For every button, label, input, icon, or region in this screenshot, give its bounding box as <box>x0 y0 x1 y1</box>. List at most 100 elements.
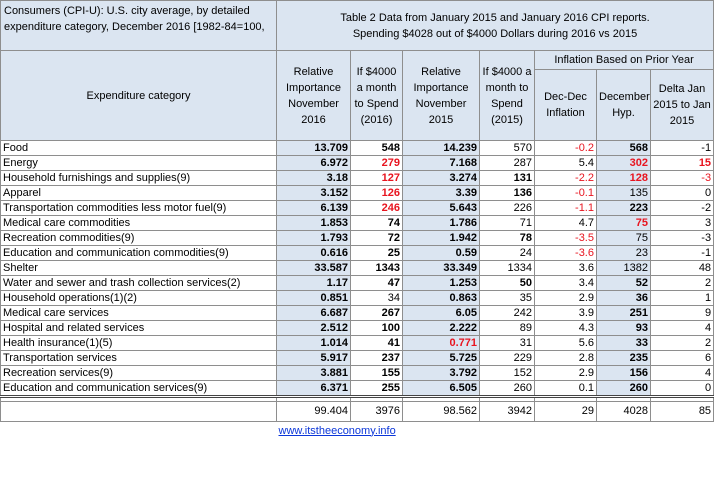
cell-hyp: 251 <box>596 305 651 321</box>
cell-delta: 9 <box>649 305 714 321</box>
cell-ri16: 3.18 <box>276 170 351 186</box>
cell-hyp: 93 <box>596 320 651 336</box>
cell-ri15: 3.39 <box>402 185 480 201</box>
cell-s16: 47 <box>350 275 403 291</box>
table-row: Food 13.709 548 14.239 570 -0.2 568 -1 <box>0 140 714 156</box>
cell-delta: -1 <box>649 245 714 261</box>
cell-s15: 31 <box>479 335 535 351</box>
cell-delta: 3 <box>649 215 714 231</box>
cell-hyp: 23 <box>596 245 651 261</box>
table-title-line2: Spending $4028 out of $4000 Dollars duri… <box>352 27 638 40</box>
cell-s15: 229 <box>479 350 535 366</box>
cell-infl: 4.3 <box>534 320 597 336</box>
cell-s16: 127 <box>350 170 403 186</box>
table-row: Recreation commodities(9) 1.793 72 1.942 78-… <box>0 230 714 246</box>
cell-s15: 131 <box>479 170 535 186</box>
cell-ri16: 6.371 <box>276 380 351 397</box>
cpi-table: Consumers (CPI-U): U.S. city average, by… <box>0 0 714 440</box>
cell-hyp: 128 <box>596 170 651 186</box>
cell-ri15: 6.05 <box>402 305 480 321</box>
cell-hyp: 36 <box>596 290 651 306</box>
cell-delta: -3 <box>649 170 714 186</box>
header-spend-2015: If $4000 a month to Spend (2015) <box>479 50 535 141</box>
cell-s16: 41 <box>350 335 403 351</box>
cell-ri15: 1.253 <box>402 275 480 291</box>
cell-ri16: 33.587 <box>276 260 351 276</box>
cell-ri16: 1.17 <box>276 275 351 291</box>
header-relative-importance-2016: Relative Importance November 2016 <box>276 50 351 141</box>
row-category: Recreation services(9) <box>0 365 277 381</box>
cell-ri15: 0.59 <box>402 245 480 261</box>
cell-ri16: 2.512 <box>276 320 351 336</box>
total-s16: 3976 <box>350 401 403 422</box>
row-category: Transportation services <box>0 350 277 366</box>
cell-s16: 1343 <box>350 260 403 276</box>
total-delta: 85 <box>649 401 714 422</box>
cell-ri16: 0.851 <box>276 290 351 306</box>
cell-s16: 548 <box>350 140 403 156</box>
cell-s16: 74 <box>350 215 403 231</box>
website-link[interactable]: www.itstheeconomy.info <box>278 424 396 437</box>
table-row: Education and communication services(9) 6… <box>0 380 714 397</box>
table-row: Apparel 3.152 126 3.39 136 -0.1 135 0 <box>0 185 714 201</box>
cell-ri15: 3.274 <box>402 170 480 186</box>
total-ri16: 99.404 <box>276 401 351 422</box>
cell-ri16: 6.139 <box>276 200 351 216</box>
footer-spacer <box>1 422 277 440</box>
cell-s16: 255 <box>350 380 403 397</box>
cell-s16: 155 <box>350 365 403 381</box>
cell-infl: 3.6 <box>534 260 597 276</box>
footer-spacer-right <box>480 422 714 440</box>
cell-s16: 246 <box>350 200 403 216</box>
row-category: Recreation commodities(9) <box>0 230 277 246</box>
header-inflation-group: Inflation Based on Prior Year <box>533 50 714 70</box>
cell-hyp: 568 <box>596 140 651 156</box>
cell-infl: 5.4 <box>534 155 597 171</box>
cell-delta: 2 <box>649 275 714 291</box>
cell-s16: 126 <box>350 185 403 201</box>
cell-ri15: 5.725 <box>402 350 480 366</box>
cell-s15: 260 <box>479 380 535 397</box>
cell-delta: 0 <box>649 380 714 397</box>
cell-hyp: 75 <box>596 230 651 246</box>
row-category: Energy <box>0 155 277 171</box>
cell-infl: 4.7 <box>534 215 597 231</box>
cell-s16: 237 <box>350 350 403 366</box>
cell-delta: 4 <box>649 320 714 336</box>
cell-s15: 78 <box>479 230 535 246</box>
table-row: Health insurance(1)(5) 1.014 41 0.771 31 5.6 3… <box>0 335 714 351</box>
cell-ri16: 1.014 <box>276 335 351 351</box>
footer-link-cell: www.itstheeconomy.info <box>277 422 480 440</box>
row-category: Shelter <box>0 260 277 276</box>
cell-infl: -1.1 <box>534 200 597 216</box>
cell-hyp: 75 <box>596 215 651 231</box>
cell-infl: 0.1 <box>534 380 597 397</box>
cell-s16: 279 <box>350 155 403 171</box>
cell-delta: -3 <box>649 230 714 246</box>
cell-s15: 242 <box>479 305 535 321</box>
cell-delta: 6 <box>649 350 714 366</box>
table-row: Hospital and related services 2.512 100 2.2… <box>0 320 714 336</box>
cell-hyp: 156 <box>596 365 651 381</box>
total-ri15: 98.562 <box>402 401 480 422</box>
cell-infl: 3.9 <box>534 305 597 321</box>
table-row: Household furnishings and supplies(9) 3.1… <box>0 170 714 186</box>
cell-delta: 4 <box>649 365 714 381</box>
cell-s15: 1334 <box>479 260 535 276</box>
cell-hyp: 1382 <box>596 260 651 276</box>
header-delta: Delta Jan 2015 to Jan 2015 <box>649 69 714 141</box>
cell-infl: 2.8 <box>534 350 597 366</box>
row-category: Apparel <box>0 185 277 201</box>
cell-hyp: 33 <box>596 335 651 351</box>
row-category: Health insurance(1)(5) <box>0 335 277 351</box>
table-title: Table 2 Data from January 2015 and Janua… <box>275 0 714 51</box>
cell-s15: 50 <box>479 275 535 291</box>
totals-row: 99.404 3976 98.562 3942 29 4028 85 <box>0 401 714 422</box>
header-december-hyp: December Hyp. <box>596 69 651 141</box>
cell-hyp: 135 <box>596 185 651 201</box>
cell-s15: 71 <box>479 215 535 231</box>
cell-infl: -3.5 <box>534 230 597 246</box>
total-s15: 3942 <box>479 401 535 422</box>
row-category: Water and sewer and trash collection ser… <box>0 275 277 291</box>
